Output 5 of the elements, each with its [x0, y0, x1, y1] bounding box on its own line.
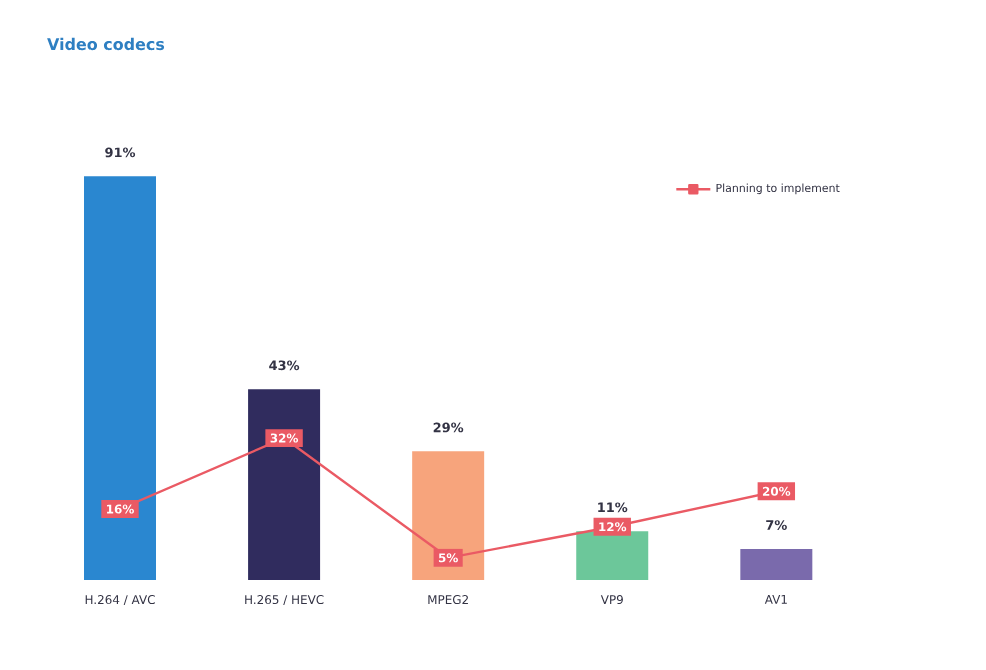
bar — [740, 548, 813, 580]
bar — [576, 531, 649, 580]
bar — [84, 176, 156, 580]
bar — [248, 389, 321, 580]
bar — [412, 451, 485, 580]
